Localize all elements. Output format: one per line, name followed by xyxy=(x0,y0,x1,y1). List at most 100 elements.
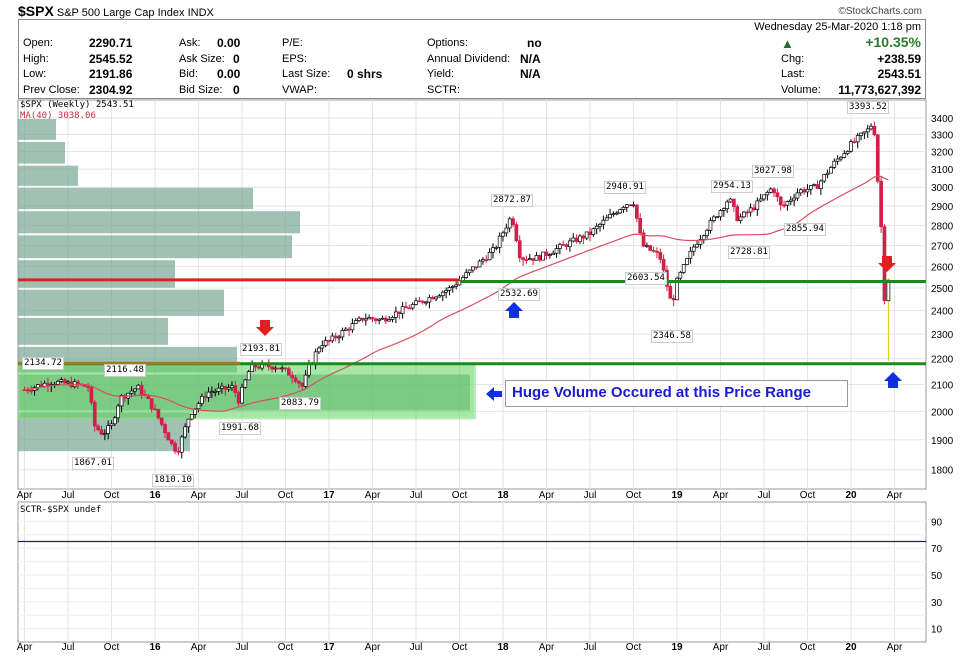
brand-logo[interactable]: ©StockCharts.com xyxy=(838,6,922,17)
candle-body xyxy=(641,232,646,247)
candle-body xyxy=(233,385,238,393)
candle-body xyxy=(437,295,442,298)
candle-body xyxy=(189,414,194,420)
candle-body xyxy=(66,381,70,384)
candle-body xyxy=(798,189,803,194)
candle-body xyxy=(340,330,345,338)
candle-body xyxy=(564,244,569,248)
x-tick-label: Oct xyxy=(278,490,294,501)
candle-body xyxy=(427,297,432,303)
candle-body xyxy=(524,259,529,261)
candle-body xyxy=(484,259,489,261)
candle-body xyxy=(400,306,405,315)
candle-body xyxy=(210,391,214,394)
chart-title: $SPX S&P 500 Large Cap Index INDX xyxy=(18,3,214,19)
candle-body xyxy=(849,141,853,152)
candle-body xyxy=(59,379,64,382)
candle-body xyxy=(149,398,154,410)
candle-body xyxy=(598,223,602,227)
dividend-label: Annual Dividend: xyxy=(427,53,511,65)
sctr-y-tick-label: 30 xyxy=(931,598,943,609)
candle-body xyxy=(109,423,114,426)
candle-body xyxy=(624,204,629,208)
candle-body xyxy=(541,251,546,261)
candle-body xyxy=(886,279,891,302)
candle-body xyxy=(373,318,378,321)
candle-body xyxy=(25,389,30,392)
candle-body xyxy=(450,286,455,288)
candle-body xyxy=(614,212,619,215)
candle-body xyxy=(163,424,167,434)
candle-body xyxy=(96,425,100,431)
x-tick-label: Apr xyxy=(713,642,729,653)
price-legend: $SPX (Weekly) 2543.51 xyxy=(20,100,134,110)
candle-body xyxy=(236,392,241,404)
candle-body xyxy=(698,239,703,245)
candle-body xyxy=(544,251,549,256)
candle-body xyxy=(755,200,760,211)
candle-body xyxy=(554,248,559,254)
candle-body xyxy=(280,367,285,370)
x-tick-label: 18 xyxy=(497,642,509,653)
x-tick-label: Oct xyxy=(452,490,468,501)
candle-body xyxy=(106,425,111,434)
candle-body xyxy=(688,250,693,259)
candle-body xyxy=(568,240,572,248)
low-label: Low: xyxy=(23,68,47,80)
x-tick-label: Oct xyxy=(800,642,816,653)
y-tick-label: 3100 xyxy=(931,165,954,176)
last-size-label: Last Size: xyxy=(282,68,331,80)
candle-body xyxy=(718,210,723,218)
candle-body xyxy=(166,432,171,441)
yield-label: Yield: xyxy=(427,68,455,80)
candle-body xyxy=(176,450,181,453)
chg-value: +238.59 xyxy=(877,52,921,66)
candle-body xyxy=(839,157,843,160)
volume-by-price-bar xyxy=(18,165,78,186)
x-tick-label: 17 xyxy=(323,642,335,653)
sctr-y-tick-label: 50 xyxy=(931,571,943,582)
candle-body xyxy=(487,251,492,261)
candle-body xyxy=(410,304,415,309)
candle-body xyxy=(414,300,418,305)
candle-body xyxy=(588,231,592,235)
candle-body xyxy=(631,204,636,207)
yield-value: N/A xyxy=(520,67,541,81)
candle-body xyxy=(685,258,689,265)
sctr-y-tick-label: 10 xyxy=(931,625,943,636)
candle-body xyxy=(474,266,479,269)
candle-body xyxy=(768,188,773,193)
candle-body xyxy=(855,135,860,143)
candle-body xyxy=(216,387,221,392)
candle-body xyxy=(842,153,847,158)
candle-body xyxy=(86,386,90,388)
candle-body xyxy=(481,259,485,262)
candle-body xyxy=(604,217,609,221)
candle-body xyxy=(62,379,67,384)
candle-body xyxy=(514,224,519,242)
candle-body xyxy=(788,199,793,202)
high-value: 2545.52 xyxy=(89,52,133,66)
candle-body xyxy=(558,244,562,249)
open-label: Open: xyxy=(23,37,53,49)
y-tick-label: 2800 xyxy=(931,221,954,232)
candle-body xyxy=(648,245,653,251)
candle-body xyxy=(213,390,218,393)
candle-body xyxy=(584,231,589,239)
x-tick-label: Apr xyxy=(17,490,33,501)
x-tick-label: Jul xyxy=(584,642,597,653)
last-label: Last: xyxy=(781,68,805,80)
candle-body xyxy=(343,328,348,331)
y-tick-label: 2000 xyxy=(931,407,954,418)
candle-body xyxy=(732,198,736,207)
candle-body xyxy=(715,216,720,219)
candle-body xyxy=(173,443,177,452)
price-label: 1991.68 xyxy=(219,422,261,435)
price-label: 2532.69 xyxy=(498,288,540,301)
sctr-legend: SCTR-$SPX undef xyxy=(20,505,102,515)
candle-body xyxy=(795,192,800,199)
candle-body xyxy=(675,277,679,301)
candle-body xyxy=(594,225,599,230)
x-tick-label: Apr xyxy=(191,490,207,501)
